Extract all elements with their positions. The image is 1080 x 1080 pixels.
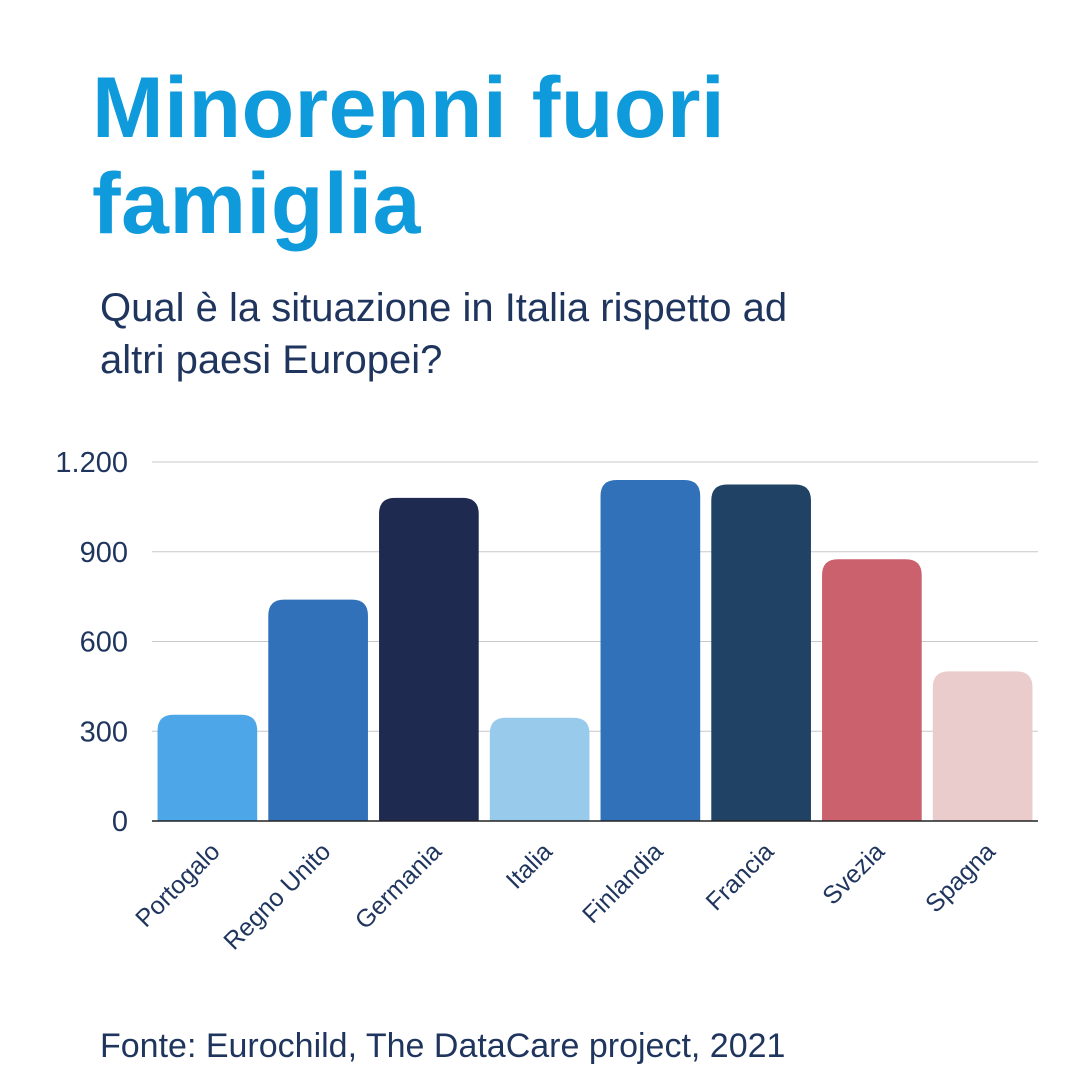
x-tick-label: Germania [350, 837, 447, 934]
x-tick-label: Francia [701, 837, 780, 916]
bar-spagna [932, 671, 1033, 821]
y-tick-label: 900 [80, 537, 128, 569]
x-tick-label: Finlandia [577, 837, 669, 929]
y-tick-label: 300 [80, 716, 128, 748]
x-tick-label: Portogalo [130, 837, 225, 932]
title-line-1: Minorenni fuori [92, 60, 726, 156]
bar-finlandia [600, 479, 701, 821]
y-tick-label: 0 [112, 806, 128, 838]
y-tick-label: 600 [80, 627, 128, 659]
page-subtitle: Qual è la situazione in Italia rispetto … [100, 282, 1000, 386]
x-tick-label: Italia [501, 837, 558, 894]
bar-francia [711, 484, 811, 821]
subtitle-line-2: altri paesi Europei? [100, 338, 443, 382]
x-tick-label: Regno Unito [218, 837, 336, 955]
bar-portogalo [157, 714, 258, 821]
bar-regno-unito [268, 599, 368, 821]
source-note: Fonte: Eurochild, The DataCare project, … [100, 1027, 786, 1065]
x-tick-label: Spagna [920, 837, 1001, 918]
bar-svezia [822, 559, 922, 821]
bar-italia [489, 717, 590, 821]
title-line-2: famiglia [92, 156, 421, 252]
page-title: Minorenni fuori famiglia [92, 60, 992, 252]
bar-germania [379, 497, 479, 821]
y-tick-label: 1.200 [55, 447, 128, 479]
subtitle-line-1: Qual è la situazione in Italia rispetto … [100, 286, 788, 330]
x-tick-label: Svezia [817, 837, 890, 910]
